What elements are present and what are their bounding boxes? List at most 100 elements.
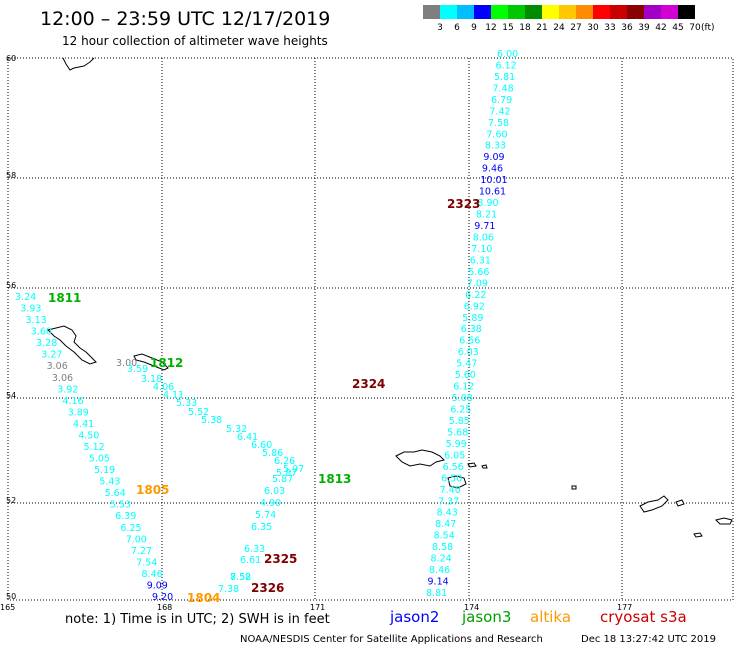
track-1812-label: 6.60 bbox=[251, 440, 272, 451]
scale-label: 18 bbox=[519, 23, 531, 33]
track-1812-label: 6.33 bbox=[244, 544, 265, 555]
track-1811-label: 9.20 bbox=[152, 592, 173, 603]
track-1812-label: 6.35 bbox=[251, 522, 272, 533]
track-1812-label: 4.11 bbox=[163, 390, 184, 401]
satellite-cryosat-s3a: cryosat s3a bbox=[600, 608, 687, 626]
scale-swatch bbox=[644, 5, 661, 19]
attu-island bbox=[395, 449, 445, 467]
scale-swatch bbox=[661, 5, 678, 19]
scale-swatch bbox=[525, 5, 542, 19]
track-1812-label: 4.06 bbox=[153, 382, 174, 393]
scale-swatch bbox=[491, 5, 508, 19]
track-2323-label: 6.00 bbox=[497, 49, 518, 60]
pass-label-2326: 2326 bbox=[251, 581, 284, 595]
track-2323-label: 5.08 bbox=[452, 393, 473, 404]
track-2323-label: 7.58 bbox=[488, 118, 509, 129]
track-1812-label: 6.26 bbox=[274, 456, 295, 467]
altimeter-tracks: 6.006.125.817.486.797.427.587.608.339.09… bbox=[15, 49, 518, 603]
scale-swatch bbox=[576, 5, 593, 19]
footer-note: note: 1) Time is in UTC; 2) SWH is in fe… bbox=[65, 612, 330, 627]
pass-label-2324: 2324 bbox=[352, 377, 385, 391]
track-1811-label: 3.06 bbox=[47, 361, 68, 372]
track-2323-label: 6.12 bbox=[453, 382, 474, 393]
track-1811-label: 5.19 bbox=[94, 465, 115, 476]
track-1812-label: 7.38 bbox=[218, 584, 239, 595]
track-2323-label: 8.81 bbox=[426, 588, 447, 599]
track-1811-label: 8.46 bbox=[142, 569, 163, 580]
latitude-label: 58 bbox=[6, 171, 16, 180]
pass-labels: 1811 1812 1813 1805 1804 2323 2324 2325 … bbox=[48, 197, 480, 605]
pass-label-1805: 1805 bbox=[136, 483, 169, 497]
scale-swatch bbox=[508, 5, 525, 19]
track-2323-label: 8.90 bbox=[477, 198, 498, 209]
track-1811-label: 9.09 bbox=[147, 581, 168, 592]
track-2323-label: 10.61 bbox=[479, 187, 506, 198]
page-subtitle: 12 hour collection of altimeter wave hei… bbox=[62, 34, 328, 48]
pass-label-2325: 2325 bbox=[264, 552, 297, 566]
track-1811-label: 4.16 bbox=[62, 396, 83, 407]
track-1812-label: 5.33 bbox=[176, 398, 197, 409]
track-2323-label: 8.33 bbox=[485, 141, 506, 152]
track-1811-label: 3.93 bbox=[20, 304, 41, 315]
scale-swatch bbox=[627, 5, 644, 19]
track-2323-label: 5.47 bbox=[456, 359, 477, 370]
track-1812-label: 3.00 bbox=[116, 358, 137, 369]
track-1812-label: 3.59 bbox=[127, 364, 148, 375]
track-2323-label: 5.68 bbox=[447, 427, 468, 438]
track-1812-label: 5.74 bbox=[255, 510, 276, 521]
track-1811-label: 3.27 bbox=[41, 350, 62, 361]
track-1812-label: 6.03 bbox=[264, 486, 285, 497]
track-2323-label: 6.56 bbox=[443, 462, 464, 473]
semichi-islet-2 bbox=[481, 464, 488, 469]
track-1812-label: 3.18 bbox=[141, 374, 162, 385]
track-1812-label: 5.38 bbox=[201, 415, 222, 426]
coastline-kamchatka bbox=[62, 57, 95, 71]
track-2323-label: 6.56 bbox=[459, 336, 480, 347]
latitude-label: 60 bbox=[6, 54, 16, 63]
medny-island bbox=[133, 353, 169, 371]
scale-label: 30 bbox=[587, 23, 599, 33]
landmasses bbox=[47, 57, 733, 538]
rat-islet bbox=[571, 485, 577, 490]
track-1812-label: 5.52 bbox=[188, 407, 209, 418]
track-1812-label: 5.32 bbox=[226, 424, 247, 435]
track-1811-label: 5.12 bbox=[84, 442, 105, 453]
scale-unit: (ft) bbox=[701, 23, 715, 33]
track-2323-label: 9.71 bbox=[474, 221, 495, 232]
track-1812-label: 6.61 bbox=[240, 555, 261, 566]
track-1811-label: 5.43 bbox=[99, 477, 120, 488]
track-1812-label: 5.87 bbox=[276, 468, 297, 479]
track-1811-label: 3.92 bbox=[57, 384, 78, 395]
track-1811-label: 3.06 bbox=[52, 373, 73, 384]
track-1811-label: 7.00 bbox=[126, 534, 147, 545]
track-2323-label: 6.50 bbox=[441, 473, 462, 484]
scale-label: 36 bbox=[621, 23, 633, 33]
track-2323-label: 8.06 bbox=[473, 233, 494, 244]
scale-label: 39 bbox=[638, 23, 650, 33]
scale-swatch bbox=[440, 5, 457, 19]
satellite-jason2: jason2 bbox=[390, 608, 440, 626]
semichi-islet-1 bbox=[467, 462, 477, 468]
scale-swatch bbox=[559, 5, 576, 19]
pass-label-1804: 1804 bbox=[187, 591, 220, 605]
track-2323-label: 6.05 bbox=[444, 450, 465, 461]
scale-label: 21 bbox=[536, 23, 548, 33]
longitude-label: 168 bbox=[157, 603, 172, 612]
scale-label: 6 bbox=[454, 23, 460, 33]
track-1812-label: 4.90 bbox=[260, 498, 281, 509]
track-1812-label: 5.87 bbox=[272, 474, 293, 485]
scale-label: 9 bbox=[471, 23, 477, 33]
track-2323-label: 9.46 bbox=[482, 164, 503, 175]
track-1811-label: 5.64 bbox=[105, 488, 126, 499]
satellite-jason3: jason3 bbox=[462, 608, 512, 626]
pass-label-1813: 1813 bbox=[318, 472, 351, 486]
track-2323-label: 5.89 bbox=[462, 313, 483, 324]
track-1811-label: 5.53 bbox=[110, 500, 131, 511]
track-1811-label: 6.25 bbox=[120, 523, 141, 534]
track-2323-label: 5.85 bbox=[449, 416, 470, 427]
track-1811-label: 7.27 bbox=[131, 546, 152, 557]
track-1811-label: 3.89 bbox=[68, 407, 89, 418]
track-1811-label: 3.60 bbox=[31, 327, 52, 338]
